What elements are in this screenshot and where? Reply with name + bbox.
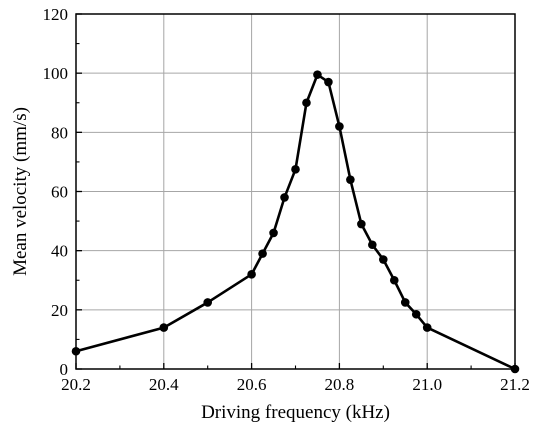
axis-ticks [75, 13, 516, 370]
x-tick-label: 21.0 [412, 375, 442, 394]
x-axis-title: Driving frequency (kHz) [201, 402, 390, 423]
y-axis-title: Mean velocity (mm/s) [10, 107, 31, 276]
y-tick-label: 40 [51, 242, 68, 261]
data-point [247, 270, 256, 279]
data-point [357, 219, 366, 229]
y-tick-label: 100 [43, 64, 69, 83]
data-point [368, 240, 377, 250]
data-point [379, 255, 388, 264]
data-point [313, 70, 322, 79]
data-point [400, 298, 410, 307]
y-tick-label: 20 [51, 301, 68, 320]
y-tick-label: 60 [51, 183, 68, 202]
data-point [203, 298, 212, 307]
data-point [324, 77, 333, 87]
data-point [422, 323, 432, 332]
series-line [75, 73, 516, 371]
x-tick-label: 20.8 [325, 375, 355, 394]
x-tick-label: 21.2 [500, 375, 530, 394]
data-point [346, 175, 355, 184]
y-tick-label: 120 [43, 5, 69, 24]
data-point [335, 122, 344, 131]
grid-lines [76, 14, 515, 369]
x-tick-label: 20.2 [61, 375, 91, 394]
tick-labels: 20.2 20.4 20.6 20.8 21.0 21.2 0 20 40 60 80 100 120 [43, 5, 530, 394]
data-point [269, 228, 278, 238]
data-point [302, 98, 311, 108]
data-point [280, 193, 289, 202]
data-markers [71, 70, 520, 374]
data-point [389, 275, 399, 285]
data-point [258, 249, 267, 258]
x-tick-label: 20.6 [237, 375, 267, 394]
x-tick-label: 20.4 [149, 375, 179, 394]
data-point [159, 323, 169, 332]
data-line-layer [75, 73, 516, 371]
data-point [411, 309, 421, 319]
data-point [291, 165, 300, 174]
y-tick-label: 0 [60, 360, 69, 379]
y-tick-label: 80 [51, 123, 68, 142]
